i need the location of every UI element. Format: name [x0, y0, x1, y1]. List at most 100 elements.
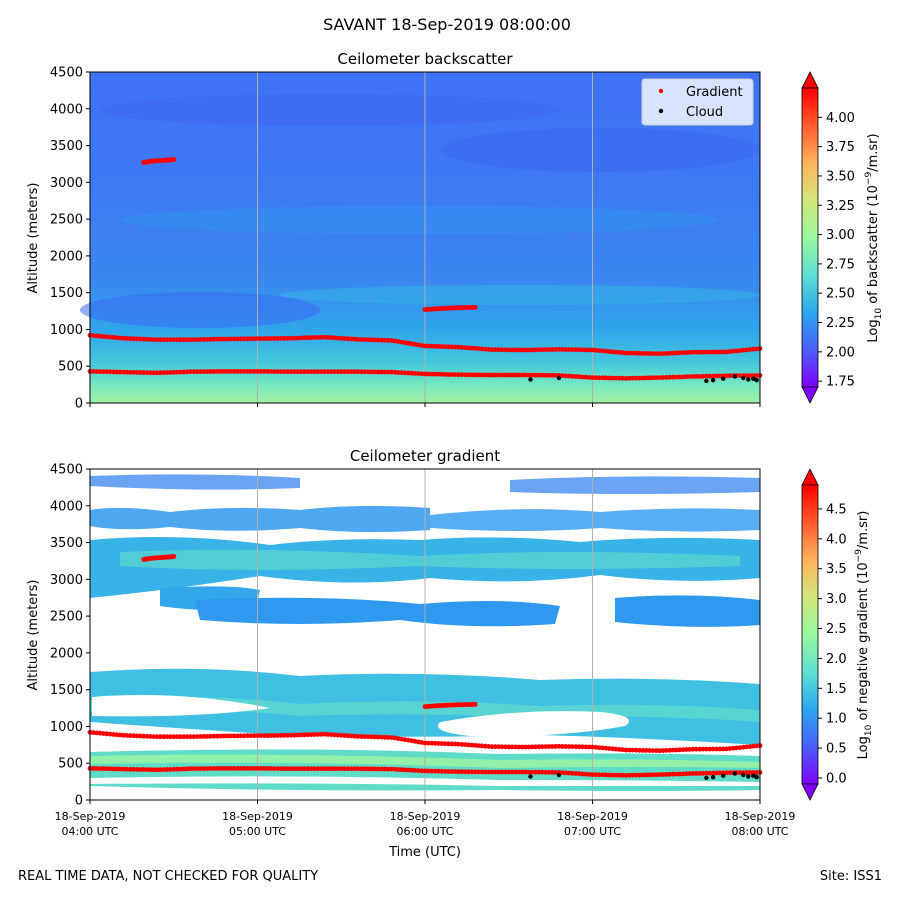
- gradient-point: [228, 336, 234, 342]
- gradient-point: [439, 344, 445, 349]
- gradient-point: [121, 732, 126, 738]
- gradient-point: [168, 734, 173, 740]
- gradient-title: Ceilometer gradient: [350, 447, 500, 465]
- gradient-point: [288, 766, 294, 772]
- gradient-point: [496, 372, 502, 378]
- y-tick-label: 4500: [50, 463, 83, 478]
- colorbar-tick-label: 1.0: [826, 712, 847, 727]
- gradient-point: [208, 336, 214, 342]
- gradient-point: [697, 374, 703, 379]
- gradient-point: [305, 369, 311, 375]
- x-tick-label-date: 18-Sep-2019: [222, 810, 293, 823]
- gradient-point: [268, 336, 274, 341]
- gradient-point: [697, 349, 703, 355]
- gradient-point: [211, 336, 217, 342]
- gradient-point: [369, 369, 374, 375]
- gradient-point: [539, 347, 545, 353]
- gradient-point: [462, 372, 468, 378]
- cloud-point: [741, 375, 746, 381]
- gradient-point: [131, 766, 136, 772]
- gradient-point: [338, 369, 344, 375]
- gradient-point: [586, 347, 592, 353]
- gradient-point: [171, 554, 177, 559]
- gradient-point: [184, 734, 190, 740]
- gradient-point: [134, 336, 140, 342]
- gradient-point: [637, 772, 642, 778]
- gradient-point: [573, 347, 579, 353]
- gradient-point: [707, 746, 713, 752]
- gradient-point: [573, 744, 579, 750]
- gradient-point: [90, 369, 96, 374]
- gradient-point: [707, 349, 713, 355]
- gradient-point: [181, 337, 187, 343]
- y-tick-label: 0: [75, 397, 83, 412]
- colorbar-tick-label: 2.50: [826, 287, 855, 302]
- gradient-point: [690, 746, 696, 752]
- gradient-point: [566, 770, 572, 776]
- gradient-band-3000m-core: [120, 549, 740, 570]
- gradient-point: [700, 349, 706, 355]
- gradient-point: [94, 766, 100, 771]
- gradient-point: [503, 347, 508, 353]
- gradient-point: [147, 767, 153, 773]
- gradient-point: [750, 770, 756, 775]
- gradient-point: [134, 767, 140, 772]
- x-tick-label-time: 04:00 UTC: [61, 825, 118, 838]
- gradient-point: [181, 766, 187, 772]
- gradient-colorbar: 0.0 0.5 1.0 1.5 2.0 2.5 3.0 3.5 4.0 4.5 Log10 of …: [801, 468, 874, 801]
- gradient-point: [526, 347, 532, 353]
- gradient-point: [379, 766, 384, 772]
- colorbar-extend-min: [801, 386, 819, 404]
- gradient-point: [657, 748, 662, 754]
- site-label: Site: ISS1: [819, 869, 882, 884]
- gradient-band-2700m: [615, 595, 760, 627]
- gradient-point: [442, 344, 448, 350]
- gradient-point: [492, 769, 498, 775]
- backscatter-colorbar-ticks: 1.75 2.00 2.25 2.50 2.75 3.00 3.25 3.50 3.75 4.00: [818, 111, 855, 390]
- y-tick-label: 500: [58, 360, 83, 375]
- gradient-point: [503, 372, 508, 378]
- gradient-point: [425, 740, 431, 746]
- colorbar-tick-label: 2.25: [826, 316, 855, 331]
- gradient-point: [546, 744, 552, 749]
- gradient-point: [345, 336, 351, 342]
- gradient-point: [606, 375, 612, 381]
- gradient-point: [184, 337, 190, 343]
- gradient-point: [533, 769, 538, 775]
- y-tick-label: 3500: [50, 139, 83, 154]
- gradient-point: [499, 372, 505, 378]
- gradient-point: [425, 371, 431, 377]
- gradient-point: [258, 369, 264, 374]
- gradient-point: [489, 347, 495, 353]
- gradient-point: [265, 766, 270, 771]
- y-tick-label: 2500: [50, 213, 83, 228]
- gradient-point: [298, 335, 304, 341]
- colorbar-tick-label: 0.5: [826, 742, 847, 757]
- gradient-point: [201, 766, 207, 771]
- gradient-point: [513, 769, 518, 775]
- gradient-point: [472, 769, 478, 775]
- gradient-point: [134, 733, 140, 739]
- gradient-point: [285, 369, 290, 375]
- gradient-point: [168, 337, 173, 343]
- cloud-point: [751, 773, 756, 778]
- cloud-point: [704, 775, 709, 781]
- gradient-point: [606, 772, 612, 778]
- gradient-point: [201, 734, 207, 739]
- gradient-point: [523, 347, 528, 353]
- gradient-point: [271, 766, 277, 771]
- gradient-point: [201, 369, 207, 374]
- gradient-point: [245, 369, 250, 374]
- gradient-panel: Ceilometer gradient: [26, 447, 874, 860]
- gradient-point: [191, 734, 197, 740]
- gradient-point: [188, 766, 193, 772]
- colorbar-tick-label: 2.5: [826, 622, 847, 637]
- colorbar-tick-label: 3.0: [826, 592, 847, 607]
- gradient-point: [245, 733, 250, 739]
- cloud-point: [754, 378, 759, 383]
- gradient-point: [657, 351, 662, 357]
- gradient-ylabel: Altitude (meters): [26, 580, 41, 691]
- gradient-point: [312, 766, 317, 772]
- gradient-point: [90, 766, 96, 771]
- gradient-point: [640, 351, 646, 356]
